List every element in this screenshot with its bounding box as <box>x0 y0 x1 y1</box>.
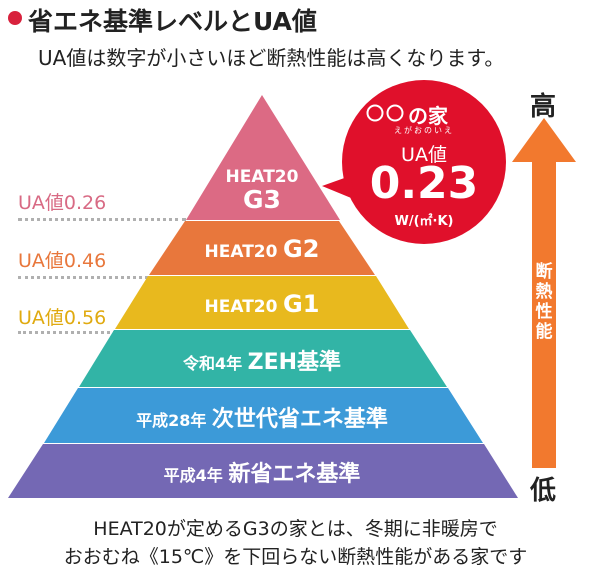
tier-g3-line2: G3 <box>243 185 281 214</box>
tier-g1-text-a: HEAT20 <box>204 297 278 317</box>
tier-jisedai-text-a: 平成28年 <box>136 411 207 430</box>
ua-bubble-tail <box>322 176 356 200</box>
ua-leader-g1 <box>18 331 146 334</box>
tier-zeh-text: 令和4年 ZEH基準 <box>112 344 412 376</box>
axis-low-label: 低 <box>530 476 557 506</box>
tier-g3-line1: HEAT20 <box>225 167 299 187</box>
tier-zeh-text-a: 令和4年 <box>182 354 243 373</box>
up-arrow <box>512 118 576 468</box>
footer-line-2: おおむね《15℃》を下回らない断熱性能がある家です <box>63 546 528 568</box>
ua-label-g2: UA値0.46 <box>18 250 107 272</box>
tier-jisedai-text: 平成28年 次世代省エネ基準 <box>62 401 462 433</box>
ua-leader-g2 <box>18 276 166 279</box>
tier-shin-text-a: 平成4年 <box>163 466 223 485</box>
brand-name-reading: えがおのいえ <box>394 126 454 135</box>
brand-face-icon <box>366 104 384 122</box>
tier-shin-text: 平成4年 新省エネ基準 <box>62 456 462 488</box>
footer-line-1: HEAT20が定めるG3の家とは、冬期に非暖房で <box>93 518 498 540</box>
page-subtitle: UA値は数字が小さいほど断熱性能は高くなります。 <box>38 46 505 70</box>
pyramid-tier-zeh <box>79 330 447 387</box>
axis-high-label: 高 <box>530 92 557 122</box>
tier-g1-text-b: G1 <box>283 290 320 318</box>
ua-bubble-circle <box>342 80 506 244</box>
ua-label-g1: UA値0.56 <box>18 307 107 329</box>
bubble-ua-unit: W/(㎡·K) <box>394 214 454 229</box>
axis-vertical-label: 断 熱 性 能 <box>535 262 553 342</box>
tier-g2-text-a: HEAT20 <box>204 242 278 262</box>
ua-leader-g3 <box>18 218 186 221</box>
tier-g2-text-b: G2 <box>283 235 320 263</box>
pyramid-tier-shin <box>8 444 518 498</box>
tier-shin-text-b: 新省エネ基準 <box>228 462 361 487</box>
bubble-ua-value: 0.23 <box>369 158 479 209</box>
tier-zeh-text-b: ZEH基準 <box>247 350 342 375</box>
pyramid-tier-jisedai <box>44 388 483 443</box>
tier-g1-text: HEAT20 G1 <box>162 290 362 318</box>
page-title: 省エネ基準レベルとUA値 <box>28 7 317 36</box>
pyramid-tier-g3 <box>186 95 340 220</box>
pyramid-tier-g2 <box>149 221 375 275</box>
pyramid-tier-g1 <box>115 276 409 329</box>
bubble-ua-label: UA値 <box>401 144 447 166</box>
tier-jisedai-text-b: 次世代省エネ基準 <box>211 407 388 432</box>
brand-name: の家 <box>408 104 448 128</box>
ua-label-g3: UA値0.26 <box>18 192 107 214</box>
title-bullet <box>8 11 22 25</box>
tier-g2-text: HEAT20 G2 <box>162 235 362 263</box>
